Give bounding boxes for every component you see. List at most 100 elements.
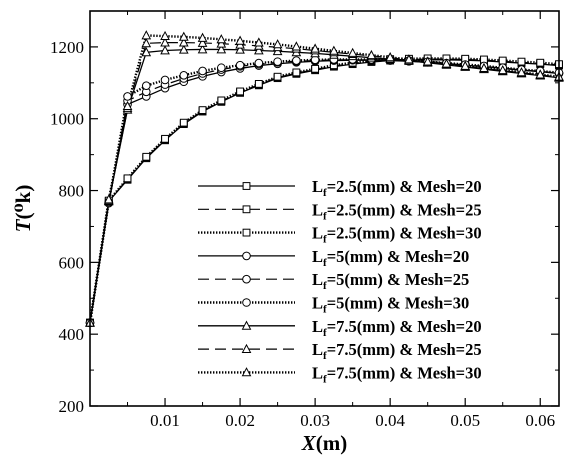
legend-label-suffix: =2.5(mm) & Mesh=30 [327,224,482,243]
y-tick-label: 800 [59,182,85,201]
series-9-point [385,52,395,62]
legend-swatch-marker [242,251,251,261]
series-3-point [161,134,169,143]
series-3-point [142,152,151,161]
x-tick-label: 0.02 [225,411,255,430]
legend-swatch-marker [242,228,251,237]
y-axis-title: T(⁰k) [11,185,35,233]
legend-label-prefix: L [312,363,323,382]
series-7-point [216,44,227,54]
axis-ticks [90,11,559,407]
series-9-point [141,30,152,40]
series-7-point [141,47,152,57]
series-6-point [141,81,151,90]
legend-label-subscript: f [323,304,327,316]
y-tick-label: 1200 [50,38,84,57]
legend-swatch-marker [242,274,251,284]
series-9-point [103,194,114,204]
series-3-point [498,56,507,65]
legend-label-suffix: =7.5(mm) & Mesh=20 [327,317,482,336]
legend-entry-label: Lf=7.5(mm) & Mesh=20 [312,317,482,339]
legend-entry-label: Lf=2.5(mm) & Mesh=20 [312,177,482,199]
legend-entry-label: Lf=5(mm) & Mesh=25 [312,270,469,292]
series-6-point [235,60,245,70]
legend-label-subscript: f [323,280,327,292]
legend-label-prefix: L [312,340,323,359]
series-8-point [178,37,189,47]
series-8-point [160,37,170,47]
legend-label-prefix: L [312,224,323,243]
x-tick-label: 0.06 [525,411,555,430]
series-9-point [347,47,358,57]
legend-label-suffix: =5(mm) & Mesh=30 [327,294,470,313]
series-7-point [197,44,208,54]
series-6-point [160,75,170,85]
series-6-point [198,66,207,76]
series-3-point [273,72,282,81]
x-axis-symbol: X [301,431,317,455]
legend-entry-label: Lf=5(mm) & Mesh=30 [312,294,469,316]
legend-label-prefix: L [312,200,323,219]
legend-label-prefix: L [312,177,323,196]
series-9-point [216,34,227,44]
series-7-point [235,44,245,54]
legend-label-subscript: f [323,187,327,199]
legend-label-subscript: f [323,350,327,362]
series-6-point [254,58,264,68]
series-3-point [179,118,188,127]
series-6-point [179,70,189,80]
legend-label-prefix: L [312,294,323,313]
series-3-point [123,174,132,183]
legend-label-suffix: =7.5(mm) & Mesh=30 [327,363,482,382]
legend-entry-label: Lf=2.5(mm) & Mesh=30 [312,224,482,246]
y-tick-label: 400 [59,325,85,344]
legend-swatch-marker [241,320,252,330]
series-9-point [366,49,377,60]
legend-swatch-marker [242,182,251,190]
series-7-point [254,45,264,55]
legend-entry-label: Lf=7.5(mm) & Mesh=25 [312,340,482,362]
x-tick-label: 0.04 [375,411,405,430]
legend-entry-label: Lf=7.5(mm) & Mesh=30 [312,363,482,385]
plot-frame [89,10,560,407]
legend-entry-label: Lf=2.5(mm) & Mesh=25 [312,200,482,222]
series-9-point [535,69,546,79]
series-6-point [292,56,301,65]
legend-label-subscript: f [323,373,327,385]
series-3-point [536,58,545,67]
x-axis-unit: (m) [316,431,347,455]
legend-label-suffix: =5(mm) & Mesh=25 [327,270,470,289]
legend-swatch-marker [242,205,251,214]
series-9-point [235,35,245,45]
series-9-point [178,31,189,41]
x-tick-label: 0.03 [300,411,330,430]
y-axis-symbol: T [11,218,35,232]
y-axis-unit: (⁰k) [11,185,35,220]
legend-swatch-marker [242,298,251,307]
series-3-point [311,64,320,73]
x-tick-label: 0.05 [450,411,480,430]
legend-label-prefix: L [312,247,323,266]
legend-swatch-marker [241,367,252,377]
series-9-point [497,64,508,75]
series-9-point [197,32,208,42]
y-tick-label: 200 [59,397,85,416]
series-6-point [123,92,132,101]
series-8-point [141,38,152,48]
series-7-point [160,45,170,55]
series-9-point [160,30,170,41]
legend-label-subscript: f [323,210,327,222]
series-9-point [422,56,433,66]
legend-label-suffix: =7.5(mm) & Mesh=25 [327,340,482,359]
series-9-point [460,60,471,70]
plot-markers [85,30,564,327]
x-tick-label: 0.01 [150,411,180,430]
legend-label-suffix: =2.5(mm) & Mesh=20 [327,177,482,196]
series-9-point [272,39,283,49]
series-9-point [291,41,302,51]
series-8-point [197,37,208,47]
legend-swatch-marker [241,343,252,353]
y-tick-label: 1000 [50,110,84,129]
